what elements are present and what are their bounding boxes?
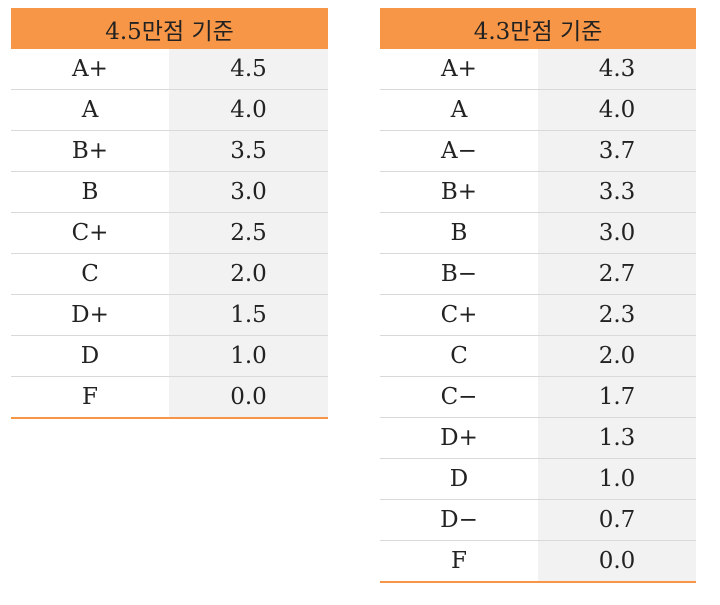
points-cell: 4.0 — [538, 89, 696, 131]
grade-cell: B+ — [380, 171, 538, 213]
table-title: 4.5만점 기준 — [11, 8, 328, 49]
grade-cell: A+ — [11, 49, 169, 90]
table-row: D+ 1.3 — [380, 417, 696, 459]
table-row: B− 2.7 — [380, 253, 696, 295]
grade-cell: C+ — [11, 212, 169, 254]
grade-cell: D — [11, 335, 169, 377]
grade-cell: B− — [380, 253, 538, 295]
table-row: C− 1.7 — [380, 376, 696, 418]
grade-cell: A — [11, 89, 169, 131]
table-row: D+ 1.5 — [11, 294, 328, 336]
table-header-row: 4.5만점 기준 — [11, 8, 328, 49]
points-cell: 2.0 — [538, 335, 696, 377]
table-row: A+ 4.5 — [11, 49, 328, 90]
table-row: A 4.0 — [11, 89, 328, 131]
grade-cell: D — [380, 458, 538, 500]
table-row: A− 3.7 — [380, 130, 696, 172]
table-row: C 2.0 — [380, 335, 696, 377]
table-row: B+ 3.5 — [11, 130, 328, 172]
grade-cell: B+ — [11, 130, 169, 172]
grade-cell: A+ — [380, 49, 538, 90]
points-cell: 4.3 — [538, 49, 696, 90]
points-cell: 0.0 — [169, 376, 328, 419]
points-cell: 4.0 — [169, 89, 328, 131]
grade-table-4-5-scale: 4.5만점 기준 A+ 4.5 A 4.0 B+ 3.5 B 3.0 C+ 2.5 C 2.0 D+ 1.… — [11, 8, 328, 419]
grade-cell: F — [11, 376, 169, 419]
table-row: B+ 3.3 — [380, 171, 696, 213]
points-cell: 1.3 — [538, 417, 696, 459]
points-cell: 3.0 — [169, 171, 328, 213]
table-row: F 0.0 — [11, 376, 328, 419]
grade-cell: D+ — [380, 417, 538, 459]
points-cell: 1.0 — [538, 458, 696, 500]
points-cell: 3.5 — [169, 130, 328, 172]
table-row: C+ 2.3 — [380, 294, 696, 336]
table-row: C+ 2.5 — [11, 212, 328, 254]
grade-cell: C — [11, 253, 169, 295]
grade-cell: C− — [380, 376, 538, 418]
grade-cell: D− — [380, 499, 538, 541]
points-cell: 0.0 — [538, 540, 696, 583]
points-cell: 0.7 — [538, 499, 696, 541]
points-cell: 2.5 — [169, 212, 328, 254]
grade-cell: B — [11, 171, 169, 213]
table-row: B 3.0 — [380, 212, 696, 254]
table-header-row: 4.3만점 기준 — [380, 8, 696, 49]
grade-cell: F — [380, 540, 538, 583]
grade-cell: A — [380, 89, 538, 131]
grade-table-4-3-scale: 4.3만점 기준 A+ 4.3 A 4.0 A− 3.7 B+ 3.3 B 3.0 B− 2.7 C+ 2… — [380, 8, 696, 583]
points-cell: 3.7 — [538, 130, 696, 172]
points-cell: 4.5 — [169, 49, 328, 90]
table-title: 4.3만점 기준 — [380, 8, 696, 49]
table-row: D− 0.7 — [380, 499, 696, 541]
points-cell: 2.3 — [538, 294, 696, 336]
points-cell: 3.3 — [538, 171, 696, 213]
points-cell: 2.7 — [538, 253, 696, 295]
table-row: A+ 4.3 — [380, 49, 696, 90]
grade-cell: C+ — [380, 294, 538, 336]
table-row: D 1.0 — [380, 458, 696, 500]
points-cell: 1.0 — [169, 335, 328, 377]
points-cell: 3.0 — [538, 212, 696, 254]
table-row: D 1.0 — [11, 335, 328, 377]
table-row: C 2.0 — [11, 253, 328, 295]
grade-cell: C — [380, 335, 538, 377]
grade-cell: B — [380, 212, 538, 254]
table-row: B 3.0 — [11, 171, 328, 213]
table-row: F 0.0 — [380, 540, 696, 583]
table-row: A 4.0 — [380, 89, 696, 131]
grade-cell: D+ — [11, 294, 169, 336]
points-cell: 1.5 — [169, 294, 328, 336]
grade-cell: A− — [380, 130, 538, 172]
points-cell: 1.7 — [538, 376, 696, 418]
points-cell: 2.0 — [169, 253, 328, 295]
